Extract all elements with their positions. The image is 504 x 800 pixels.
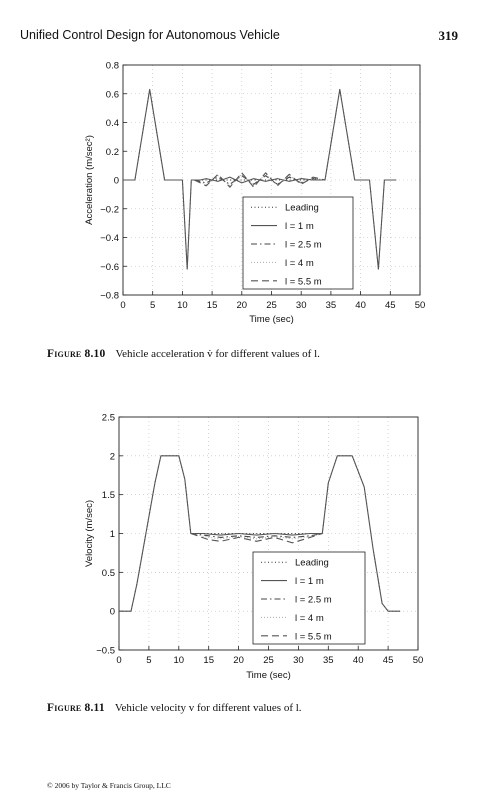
y-tick-label: −0.5: [96, 646, 115, 657]
x-tick-label: 45: [383, 655, 394, 666]
x-tick-label: 25: [263, 655, 274, 666]
acceleration-chart: 0 5 10 15 20 25 30 35 40 45 50 −0.8 −0.6 −0.4 −0.2 0 0.2…: [84, 61, 426, 326]
legend-entry: l = 2.5 m: [295, 595, 332, 606]
y-tick-label: 0.2: [106, 147, 119, 158]
y-tick-label: 0: [114, 176, 119, 187]
y-axis-label: Acceleration (m/sec²): [84, 135, 95, 225]
x-axis-label: Time (sec): [246, 670, 291, 681]
legend-entry: Leading: [295, 558, 329, 569]
x-tick-label: 35: [323, 655, 334, 666]
x-tick-label: 25: [266, 300, 277, 311]
x-tick-label: 10: [174, 655, 185, 666]
y-tick-label: 2: [110, 451, 115, 462]
series-line-1: [119, 455, 401, 612]
x-tick-label: 20: [237, 300, 248, 311]
x-tick-label: 0: [120, 300, 125, 311]
y-tick-label: 0.8: [106, 61, 119, 72]
legend-entry: l = 5.5 m: [285, 276, 322, 287]
running-head: Unified Control Design for Autonomous Ve…: [20, 28, 458, 44]
figure-caption-text: Vehicle acceleration v̇ for different va…: [115, 348, 320, 360]
x-tick-label: 10: [177, 300, 188, 311]
x-tick-label: 40: [353, 655, 364, 666]
y-tick-label: −0.8: [100, 291, 119, 302]
x-tick-label: 5: [150, 300, 155, 311]
chart-legend: Leading l = 1 m l = 2.5 m l = 4 m l = 5.5 m: [252, 551, 366, 645]
legend-entry: l = 5.5 m: [295, 631, 332, 642]
legend-box: [252, 551, 366, 645]
x-tick-label: 35: [326, 300, 337, 311]
legend-entry: l = 2.5 m: [285, 240, 322, 251]
figure-label: Figure 8.10: [47, 348, 106, 360]
y-tick-label: 2.5: [102, 413, 115, 424]
copyright-footer: © 2006 by Taylor & Francis Group, LLC: [47, 781, 171, 790]
y-tick-label: 0: [110, 607, 115, 618]
y-axis-label: Velocity (m/sec): [84, 500, 95, 567]
y-tick-label: −0.4: [100, 233, 119, 244]
x-tick-label: 40: [355, 300, 366, 311]
figure-caption-8-11: Figure 8.11 Vehicle velocity v for differ…: [47, 702, 302, 714]
y-tick-label: 0.5: [102, 568, 115, 579]
figure-caption-8-10: Figure 8.10 Vehicle acceleration v̇ for d…: [47, 348, 320, 360]
x-tick-label: 0: [116, 655, 121, 666]
x-tick-label: 15: [207, 300, 218, 311]
x-tick-label: 45: [385, 300, 396, 311]
y-tick-label: −0.2: [100, 204, 119, 215]
y-tick-label: −0.6: [100, 262, 119, 273]
page-number: 319: [438, 28, 459, 43]
figure-caption-text: Vehicle velocity v for different values …: [114, 702, 302, 714]
x-axis-label: Time (sec): [249, 314, 294, 325]
x-tick-label: 30: [296, 300, 307, 311]
legend-box: [242, 196, 354, 290]
legend-entry: Leading: [285, 203, 319, 214]
y-tick-label: 1: [110, 529, 115, 540]
chart-legend: Leading l = 1 m l = 2.5 m l = 4 m l = 5.5 m: [242, 196, 354, 290]
x-tick-label: 30: [293, 655, 304, 666]
velocity-chart: 0 5 10 15 20 25 30 35 40 45 50−0.500.511.522.5Time…: [84, 413, 424, 682]
y-tick-label: 0.4: [106, 118, 119, 129]
y-tick-label: 0.6: [106, 89, 119, 100]
series-line-3: [190, 533, 323, 540]
x-tick-label: 50: [415, 300, 426, 311]
x-tick-label: 20: [233, 655, 244, 666]
y-tick-label: 1.5: [102, 490, 115, 501]
x-tick-label: 50: [413, 655, 424, 666]
x-tick-label: 5: [146, 655, 151, 666]
legend-entry: l = 1 m: [285, 221, 314, 232]
series-line-4: [190, 532, 323, 544]
legend-entry: l = 4 m: [295, 613, 324, 624]
figure-label: Figure 8.11: [47, 702, 105, 714]
x-tick-label: 15: [203, 655, 214, 666]
legend-entry: l = 4 m: [285, 258, 314, 269]
series-line-4: [194, 172, 326, 188]
running-head-title: Unified Control Design for Autonomous Ve…: [20, 28, 280, 42]
legend-entry: l = 1 m: [295, 576, 324, 587]
